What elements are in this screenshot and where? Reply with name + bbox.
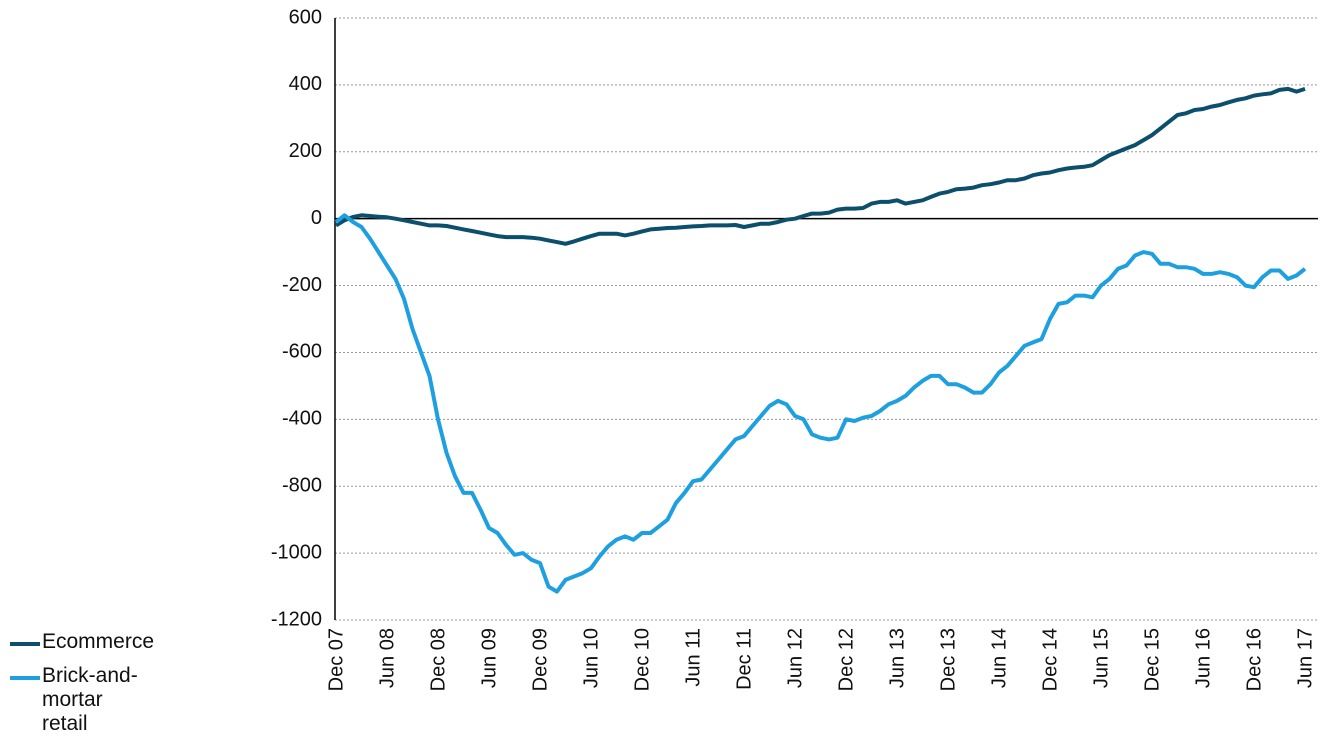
x-tick-label: Jun 13 xyxy=(886,628,908,688)
x-tick-label: Dec 14 xyxy=(1039,628,1061,691)
x-tick-label: Dec 12 xyxy=(835,628,857,691)
y-tick-label: 0 xyxy=(311,207,322,229)
legend-label: Ecommerce xyxy=(42,630,155,653)
x-tick-label: Jun 08 xyxy=(376,628,398,688)
x-tick-label: Jun 16 xyxy=(1192,628,1214,688)
x-tick-label: Dec 09 xyxy=(529,628,551,691)
y-tick-label: -600 xyxy=(282,341,322,363)
legend-swatch xyxy=(10,642,40,646)
y-tick-label: -400 xyxy=(282,408,322,430)
x-tick-label: Jun 14 xyxy=(988,628,1010,688)
x-tick-label: Dec 10 xyxy=(631,628,653,691)
y-tick-label: -800 xyxy=(282,475,322,497)
y-tick-label: -1200 xyxy=(271,608,322,630)
x-tick-label: Dec 08 xyxy=(427,628,449,691)
x-tick-label: Dec 15 xyxy=(1141,628,1163,691)
line xyxy=(334,213,1307,594)
x-tick-label: Dec 16 xyxy=(1243,628,1265,691)
x-tick-label: Jun 09 xyxy=(478,628,500,688)
x-tick-label: Dec 13 xyxy=(937,628,959,691)
y-tick-label: -1000 xyxy=(271,541,322,563)
legend-swatch xyxy=(10,676,40,680)
line xyxy=(334,86,1306,246)
x-tick-label: Jun 12 xyxy=(784,628,806,688)
x-tick-label: Jun 10 xyxy=(580,628,602,688)
legend-item: Brick-and-mortar retail xyxy=(10,664,142,736)
x-tick-label: Jun 15 xyxy=(1090,628,1112,688)
x-tick-label: Jun 11 xyxy=(682,628,704,687)
x-tick-label: Dec 11 xyxy=(733,628,755,690)
x-tick-label: Dec 07 xyxy=(325,628,347,691)
y-tick-label: 400 xyxy=(289,73,322,95)
y-tick-label: 200 xyxy=(289,140,322,162)
legend-label: Brick-and-mortar retail xyxy=(42,664,138,735)
x-tick-label: Jun 17 xyxy=(1294,628,1316,688)
y-tick-label: 600 xyxy=(289,6,322,28)
legend: Ecommerce Brick-and-mortar retail xyxy=(10,630,155,746)
legend-item: Ecommerce xyxy=(10,630,155,654)
y-tick-label: -200 xyxy=(282,274,322,296)
